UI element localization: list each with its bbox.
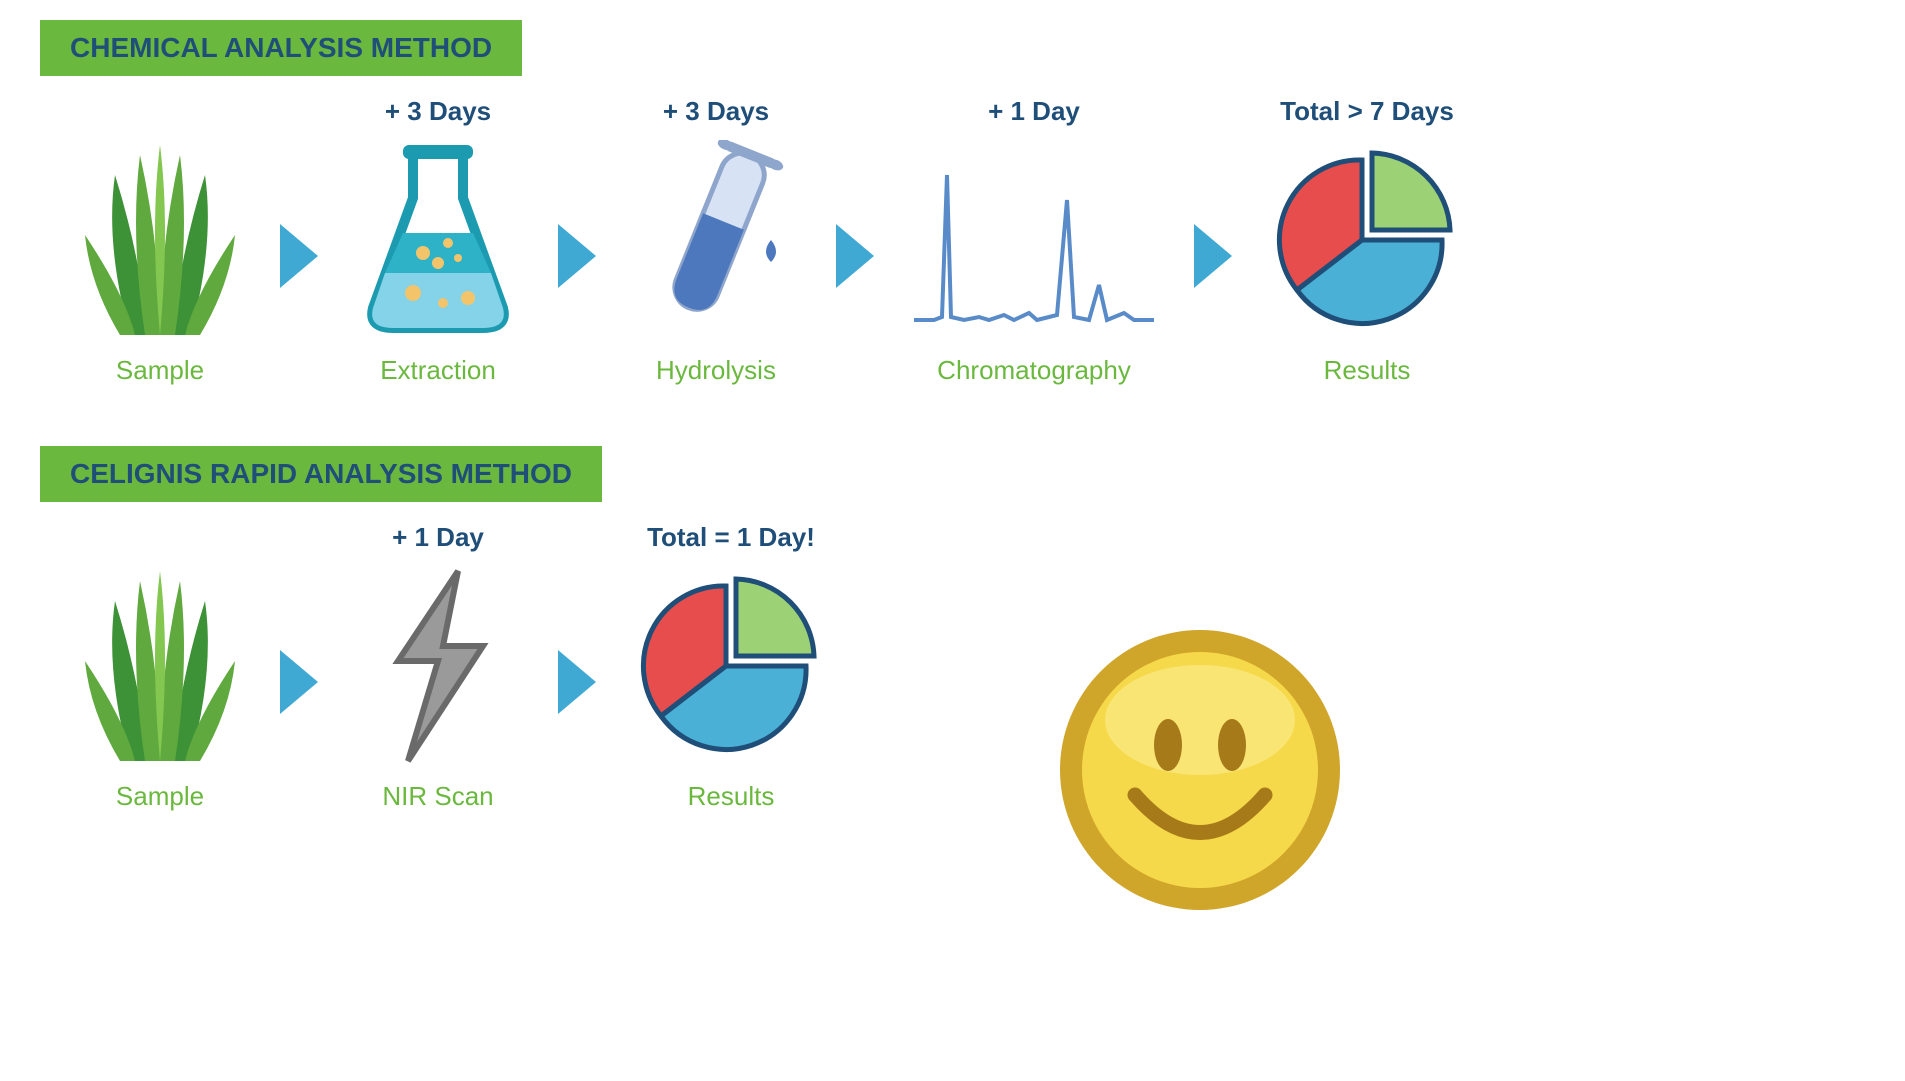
arrow-icon	[558, 224, 596, 288]
piechart-icon	[636, 566, 826, 766]
grass-svg	[70, 145, 250, 335]
grass-icon	[70, 140, 250, 340]
step-label: Sample	[116, 781, 204, 812]
smiley-svg	[1050, 620, 1350, 920]
step-results: Total > 7 Days Results	[1262, 96, 1472, 386]
step-nirscan: + 1 Day NIR Scan	[348, 522, 528, 812]
time-label: + 3 Days	[663, 96, 769, 130]
arrow-icon	[280, 224, 318, 288]
step-label: NIR Scan	[382, 781, 493, 812]
step-label: Chromatography	[937, 355, 1131, 386]
step-extraction: + 3 Days Extraction	[348, 96, 528, 386]
flask-icon	[353, 140, 523, 340]
time-label: + 3 Days	[385, 96, 491, 130]
time-label: Total > 7 Days	[1280, 96, 1454, 130]
arrow-icon	[280, 650, 318, 714]
step-label: Results	[688, 781, 775, 812]
pie-svg	[636, 571, 826, 761]
testtube-icon	[631, 140, 801, 340]
piechart-icon	[1272, 140, 1462, 340]
section2-row: Sample + 1 Day NIR Scan Total = 1 Day!	[40, 522, 1865, 812]
chromatography-icon	[909, 140, 1159, 340]
step-label: Hydrolysis	[656, 355, 776, 386]
step-label: Sample	[116, 355, 204, 386]
tube-svg	[631, 140, 801, 340]
smiley-icon	[1050, 620, 1350, 925]
rapid-method-section: CELIGNIS RAPID ANALYSIS METHOD Sample + …	[40, 446, 1865, 812]
bolt-icon	[363, 566, 513, 766]
arrow-icon	[558, 650, 596, 714]
step-sample2: Sample	[70, 522, 250, 812]
step-sample: Sample	[70, 96, 250, 386]
chemical-method-section: CHEMICAL ANALYSIS METHOD Sample + 3 Days	[40, 20, 1865, 386]
chroma-svg	[909, 145, 1159, 335]
grass-svg	[70, 571, 250, 761]
time-label: Total = 1 Day!	[647, 522, 815, 556]
pie-svg	[1272, 145, 1462, 335]
step-chromatography: + 1 Day Chromatography	[904, 96, 1164, 386]
step-label: Results	[1324, 355, 1411, 386]
time-label: + 1 Day	[392, 522, 484, 556]
section2-header: CELIGNIS RAPID ANALYSIS METHOD	[40, 446, 602, 502]
time-label: + 1 Day	[988, 96, 1080, 130]
step-results2: Total = 1 Day! Results	[626, 522, 836, 812]
step-hydrolysis: + 3 Days Hydrolysis	[626, 96, 806, 386]
step-label: Extraction	[380, 355, 496, 386]
flask-svg	[353, 143, 523, 338]
grass-icon	[70, 566, 250, 766]
bolt-svg	[363, 566, 513, 766]
section1-row: Sample + 3 Days Ex	[40, 96, 1865, 386]
section1-header: CHEMICAL ANALYSIS METHOD	[40, 20, 522, 76]
arrow-icon	[1194, 224, 1232, 288]
arrow-icon	[836, 224, 874, 288]
